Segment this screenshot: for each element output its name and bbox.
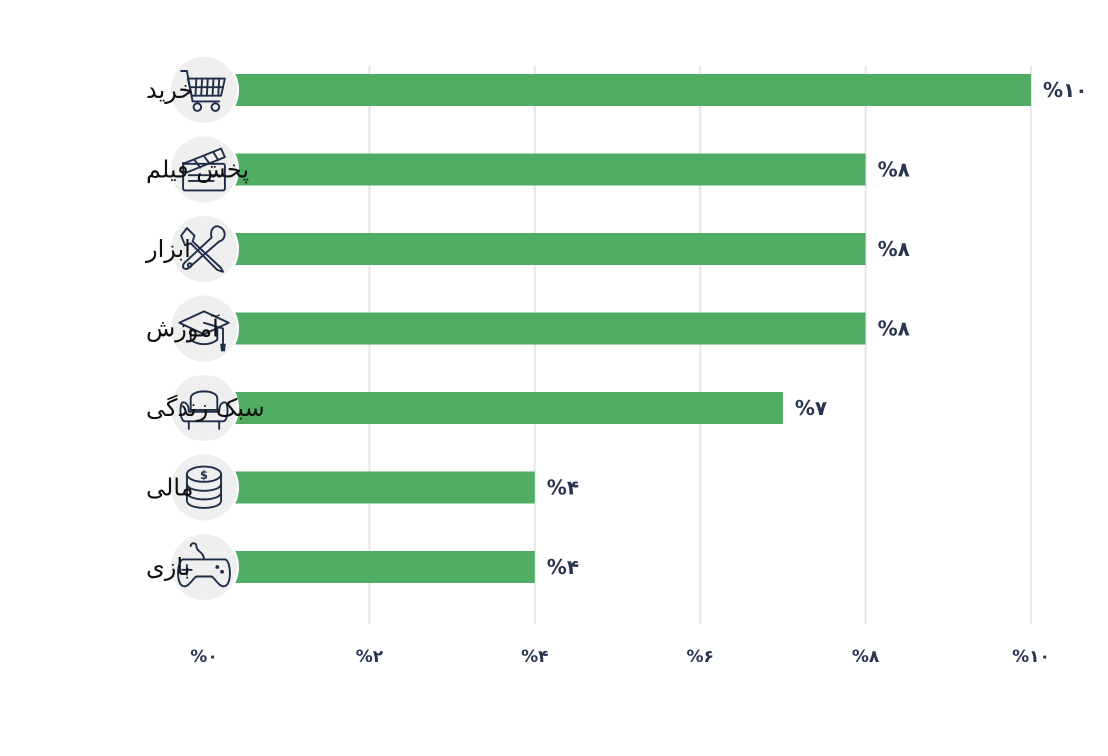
category-label: پخش فیلم xyxy=(146,156,249,184)
shopping-cart-icon xyxy=(169,55,239,125)
bars xyxy=(204,74,1031,583)
bar xyxy=(204,471,535,504)
svg-text:$: $ xyxy=(200,468,208,482)
category-label: مالی xyxy=(146,474,193,502)
x-tick-label: %۲ xyxy=(356,647,384,667)
x-tick-label: %۴ xyxy=(521,647,548,667)
bar xyxy=(204,312,866,345)
bar xyxy=(204,392,783,424)
value-label: %۸ xyxy=(878,317,910,341)
bar xyxy=(204,233,866,265)
category-icons: $ xyxy=(169,55,239,602)
bar xyxy=(204,74,1031,106)
grid-lines xyxy=(368,66,1032,624)
category-label: خرید xyxy=(146,76,193,104)
bar xyxy=(204,153,866,186)
gamepad-icon xyxy=(169,532,239,602)
x-axis-tick-labels: %۰ %۲ %۴ %۶ %۸ %۱۰ xyxy=(190,647,1050,667)
tools-icon xyxy=(169,214,239,284)
category-label: سبک زندگی xyxy=(146,394,265,422)
value-labels: %۱۰ %۸ %۸ %۸ %۷ %۴ %۴ xyxy=(547,78,1088,579)
category-label: آموزش xyxy=(146,314,220,343)
value-label: %۸ xyxy=(878,158,910,182)
category-labels: خرید پخش فیلم ابزار آموزش سبک زندگی مالی بازی xyxy=(145,76,265,581)
graduation-cap-icon xyxy=(169,293,239,364)
x-tick-label: %۸ xyxy=(852,647,880,667)
value-label: %۴ xyxy=(547,476,579,500)
category-label: بازی xyxy=(146,553,190,581)
x-tick-label: %۰ xyxy=(190,647,217,667)
value-label: %۸ xyxy=(878,237,910,261)
bar xyxy=(204,551,535,583)
value-label: %۷ xyxy=(795,396,827,420)
armchair-icon xyxy=(169,373,239,443)
x-tick-label: %۱۰ xyxy=(1012,647,1050,667)
x-tick-label: %۶ xyxy=(686,647,713,667)
clapperboard-icon xyxy=(169,134,239,205)
value-label: %۱۰ xyxy=(1043,78,1087,102)
value-label: %۴ xyxy=(547,555,579,579)
coin-stack-icon: $ xyxy=(169,452,239,523)
category-label: ابزار xyxy=(145,235,191,263)
